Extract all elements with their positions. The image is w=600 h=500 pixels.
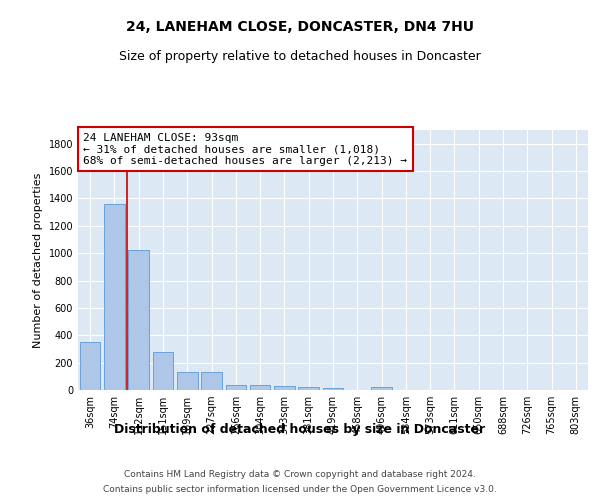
Text: 24, LANEHAM CLOSE, DONCASTER, DN4 7HU: 24, LANEHAM CLOSE, DONCASTER, DN4 7HU xyxy=(126,20,474,34)
Bar xyxy=(104,204,125,390)
Y-axis label: Number of detached properties: Number of detached properties xyxy=(33,172,43,348)
Text: Size of property relative to detached houses in Doncaster: Size of property relative to detached ho… xyxy=(119,50,481,63)
Bar xyxy=(201,372,222,390)
Bar xyxy=(298,388,319,390)
Text: Distribution of detached houses by size in Doncaster: Distribution of detached houses by size … xyxy=(115,422,485,436)
Text: 24 LANEHAM CLOSE: 93sqm
← 31% of detached houses are smaller (1,018)
68% of semi: 24 LANEHAM CLOSE: 93sqm ← 31% of detache… xyxy=(83,132,407,166)
Bar xyxy=(226,384,246,390)
Bar xyxy=(250,384,271,390)
Bar xyxy=(80,342,100,390)
Bar xyxy=(274,386,295,390)
Bar xyxy=(128,250,149,390)
Text: Contains HM Land Registry data © Crown copyright and database right 2024.: Contains HM Land Registry data © Crown c… xyxy=(124,470,476,479)
Bar xyxy=(323,388,343,390)
Bar xyxy=(177,372,197,390)
Bar xyxy=(371,388,392,390)
Bar xyxy=(152,352,173,390)
Text: Contains public sector information licensed under the Open Government Licence v3: Contains public sector information licen… xyxy=(103,485,497,494)
